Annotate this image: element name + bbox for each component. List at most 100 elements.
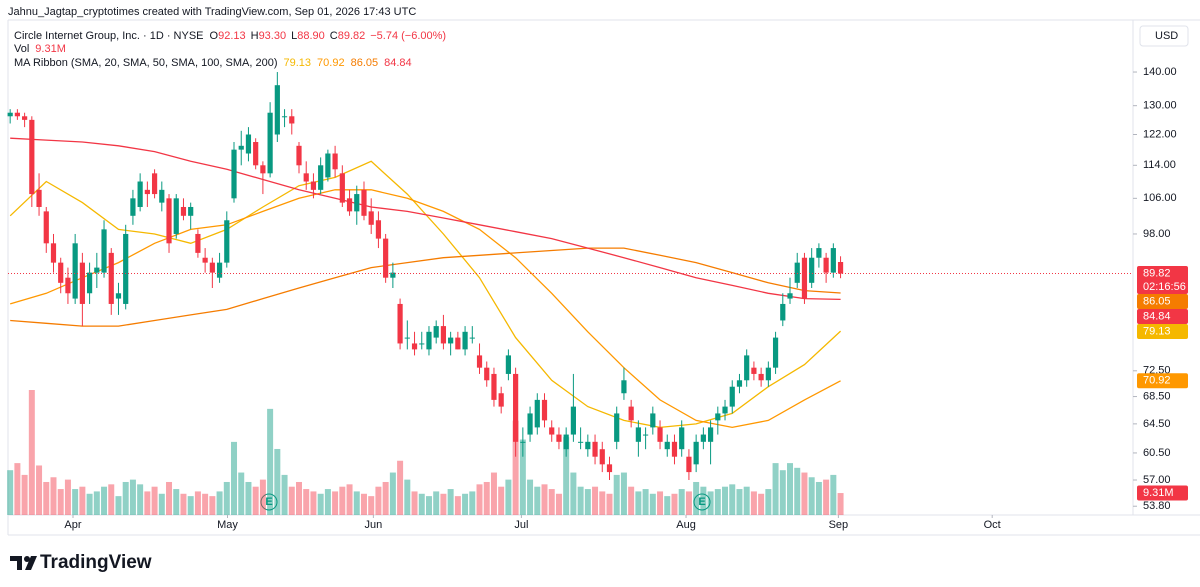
footer-logo: TradingView: [10, 552, 152, 573]
candle-body: [14, 112, 20, 117]
candle-body: [325, 153, 331, 178]
y-tick-label: 140.00: [1143, 66, 1177, 78]
candle-body: [534, 399, 540, 428]
earnings-badge[interactable]: [260, 493, 278, 511]
candle-body: [29, 119, 35, 195]
earnings-marker[interactable]: E: [260, 493, 278, 511]
candle-body: [180, 206, 187, 216]
volume-bar: [295, 481, 302, 515]
candle-body: [816, 248, 822, 258]
candle-body: [693, 441, 699, 465]
candle-body: [101, 229, 107, 273]
ohlc-letter: O: [210, 30, 219, 42]
candle-body: [700, 434, 706, 442]
candle-body: [7, 112, 13, 117]
candle-body: [541, 399, 548, 421]
earnings-badge[interactable]: [693, 493, 711, 511]
volume-bar: [288, 486, 295, 515]
candle-body: [115, 293, 122, 299]
volume-bar: [541, 484, 548, 515]
candle-body: [650, 413, 656, 428]
candle-body: [765, 367, 771, 381]
volume-bar: [555, 493, 562, 515]
candle-body: [736, 380, 743, 387]
candle-body: [137, 181, 143, 207]
candle-body: [274, 85, 280, 135]
y-tick-label: 122.00: [1143, 128, 1177, 140]
volume-bar: [440, 493, 447, 515]
volume-bar: [750, 491, 757, 515]
y-tick-label: 68.50: [1143, 390, 1171, 402]
candle-body: [79, 262, 85, 304]
legend-row: Vol 9.31M: [14, 43, 66, 55]
volume-bar: [36, 465, 43, 515]
candle-body: [578, 441, 584, 443]
volume-bar: [599, 491, 606, 515]
ohlc-letter: C: [330, 30, 338, 42]
price-label: 86.05: [1143, 295, 1171, 307]
volume-bar: [512, 420, 519, 515]
candle-body: [664, 441, 670, 450]
candle-body: [606, 464, 613, 473]
volume-bar: [570, 472, 577, 515]
candle-body: [513, 373, 519, 442]
candle-body: [202, 257, 208, 263]
candle-body: [86, 272, 93, 294]
candle-body: [361, 189, 367, 216]
candle-body: [707, 427, 714, 442]
volume-value: 9.31M: [35, 43, 66, 55]
volume-bar: [837, 493, 844, 515]
y-tick-label: 57.00: [1143, 474, 1171, 486]
symbol-title: Circle Internet Group, Inc. · 1D · NYSE: [14, 30, 204, 42]
currency-box[interactable]: [1139, 25, 1189, 47]
ma-value: 70.92: [317, 57, 345, 69]
ma-value: 86.05: [351, 57, 379, 69]
candle-body: [397, 303, 403, 344]
volume-bar: [173, 489, 180, 515]
candle-body: [195, 233, 201, 253]
candle-body: [635, 427, 641, 442]
volume-bar: [144, 491, 151, 515]
candle-body: [419, 343, 425, 345]
candle-body: [281, 116, 288, 118]
candle-body: [476, 355, 483, 368]
candle-body: [426, 331, 432, 350]
candle-body: [628, 406, 634, 421]
candle-body: [216, 262, 223, 278]
volume-bar: [231, 441, 238, 515]
candle-body: [563, 434, 569, 450]
candle-body: [144, 189, 150, 195]
candle-body: [671, 441, 678, 457]
price-label: 89.82: [1143, 267, 1171, 279]
candle-body: [36, 189, 42, 207]
x-tick-label: Apr: [64, 519, 81, 531]
candle-body: [599, 449, 605, 465]
volume-bar: [43, 481, 50, 515]
candle-body: [585, 441, 591, 450]
ma-line: [10, 137, 841, 301]
volume-bar: [360, 493, 367, 515]
volume-bar: [534, 486, 541, 515]
volume-bar: [498, 486, 505, 515]
volume-bar: [548, 489, 555, 515]
volume-bar: [180, 493, 187, 515]
volume-bar: [801, 472, 808, 515]
volume-bar: [14, 463, 21, 515]
volume-bar: [729, 484, 736, 515]
volume-bar: [794, 467, 801, 515]
candle-body: [455, 337, 461, 350]
countdown: 02:16:56: [1143, 281, 1186, 293]
ohlc-value: 89.82: [338, 30, 366, 42]
volume-bar: [620, 472, 627, 515]
volume-bar: [671, 493, 678, 515]
candle-body: [837, 262, 844, 274]
volume-bar: [332, 491, 339, 515]
candle-body: [375, 220, 382, 239]
candle-body: [614, 413, 620, 442]
volume-bar: [202, 493, 209, 515]
candle-body: [267, 112, 273, 174]
volume-bar: [108, 484, 115, 515]
earnings-marker[interactable]: E: [693, 493, 711, 511]
volume-bar: [722, 486, 729, 515]
volume-title: Vol: [14, 43, 29, 55]
